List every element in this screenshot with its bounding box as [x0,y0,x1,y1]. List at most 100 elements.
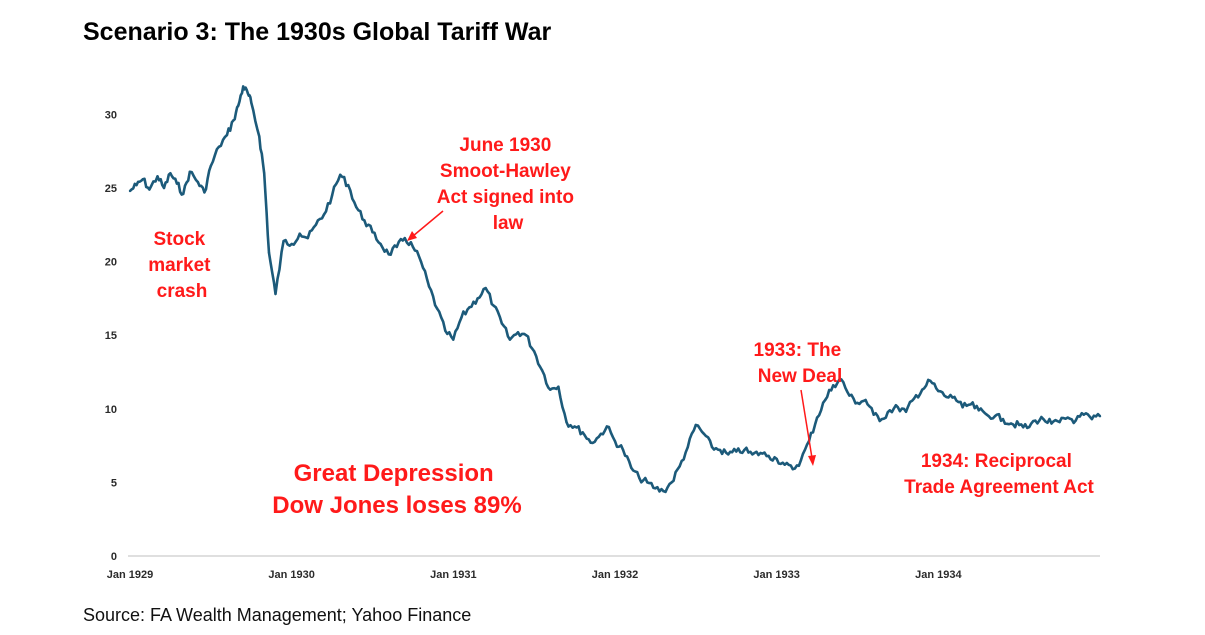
data-point [904,410,908,413]
y-tick-label: 20 [105,257,117,269]
x-tick-label: Jan 1932 [592,569,638,581]
data-point [460,316,463,319]
data-point [242,85,245,88]
annotation-line: Stock [153,229,205,250]
data-point [775,457,778,461]
data-point [945,395,948,399]
data-point [306,236,309,240]
data-point [977,409,980,412]
annotation-line: Trade Agreement Act [904,477,1094,498]
chart-title: Scenario 3: The 1930s Global Tariff War [83,18,552,46]
data-point [1034,419,1037,422]
data-point [1090,417,1094,421]
data-point [864,398,867,402]
data-point [274,292,277,296]
data-point [533,350,536,353]
annotation-line: Dow Jones loses 89% [272,492,521,519]
annotation-line: law [493,213,524,234]
data-point [169,172,172,175]
data-point [710,445,714,449]
data-point [492,304,495,307]
data-point [175,182,179,185]
data-point [581,431,584,434]
data-point [969,403,972,406]
annotation-new-deal: 1933: The New Deal [754,340,847,387]
data-point [621,448,625,452]
x-tick-label: Jan 1929 [107,569,153,581]
data-point [436,307,439,310]
data-point [1009,422,1013,425]
data-point [339,173,342,176]
data-point [232,119,235,122]
annotation-line: Great Depression [294,460,494,487]
data-point [217,145,221,148]
data-point [1058,420,1061,424]
data-point [1082,413,1086,416]
data-point [282,239,285,243]
data-point [630,466,633,469]
dow-jones-series-line [129,85,1101,494]
data-point [371,231,374,234]
data-point [743,448,746,452]
annotation-line: 1934: Reciprocal [921,451,1072,472]
data-point [484,286,487,290]
data-point [330,194,334,197]
x-tick-label: Jan 1930 [268,569,314,581]
data-point [182,192,185,196]
y-tick-label: 15 [105,330,117,342]
data-point [419,260,423,263]
data-point [872,413,875,416]
data-point [258,135,261,138]
data-point [856,401,859,405]
data-point [1074,419,1077,422]
data-point [662,490,665,493]
data-point [541,369,544,372]
data-point [128,189,132,193]
data-point [444,329,447,332]
data-point [589,441,592,444]
y-tick-label: 30 [105,109,117,121]
data-point [718,448,722,452]
data-point [985,413,988,416]
annotation-smoot-hawley: June 1930 Smoot-Hawley Act signed into l… [437,135,580,234]
data-point [815,416,819,419]
y-tick-label: 25 [105,183,117,195]
data-point [557,385,560,388]
data-point [549,388,552,391]
annotation-line: Smoot-Hawley [440,161,571,182]
data-point [411,245,415,249]
data-point [654,487,657,490]
x-tick-label: Jan 1934 [915,569,962,581]
data-point [605,425,609,428]
data-point [468,306,471,309]
data-point [267,251,271,254]
annotation-line: New Deal [758,366,842,387]
data-point [993,415,997,418]
data-point [314,223,318,226]
data-point [638,476,641,480]
annotation-line: Act signed into [437,187,574,208]
data-point [921,388,924,391]
data-point [799,459,803,462]
data-point [678,465,681,468]
data-point [135,183,138,187]
data-point [896,406,900,409]
data-point [298,232,301,235]
data-point [912,397,916,400]
data-point [727,453,730,456]
data-point [508,338,512,341]
data-point [196,180,200,184]
data-point [156,175,159,178]
y-axis-ticks: 0 5 10 15 20 25 30 [105,109,117,563]
y-tick-label: 5 [111,477,117,489]
data-point [148,188,151,191]
annotation-reciprocal-trade: 1934: Reciprocal Trade Agreement Act [904,451,1094,498]
data-point [363,219,366,222]
data-point [516,331,520,334]
data-point [613,440,617,443]
data-point [355,206,358,209]
x-tick-label: Jan 1933 [753,569,799,581]
data-point [203,191,206,194]
data-point [250,101,253,104]
